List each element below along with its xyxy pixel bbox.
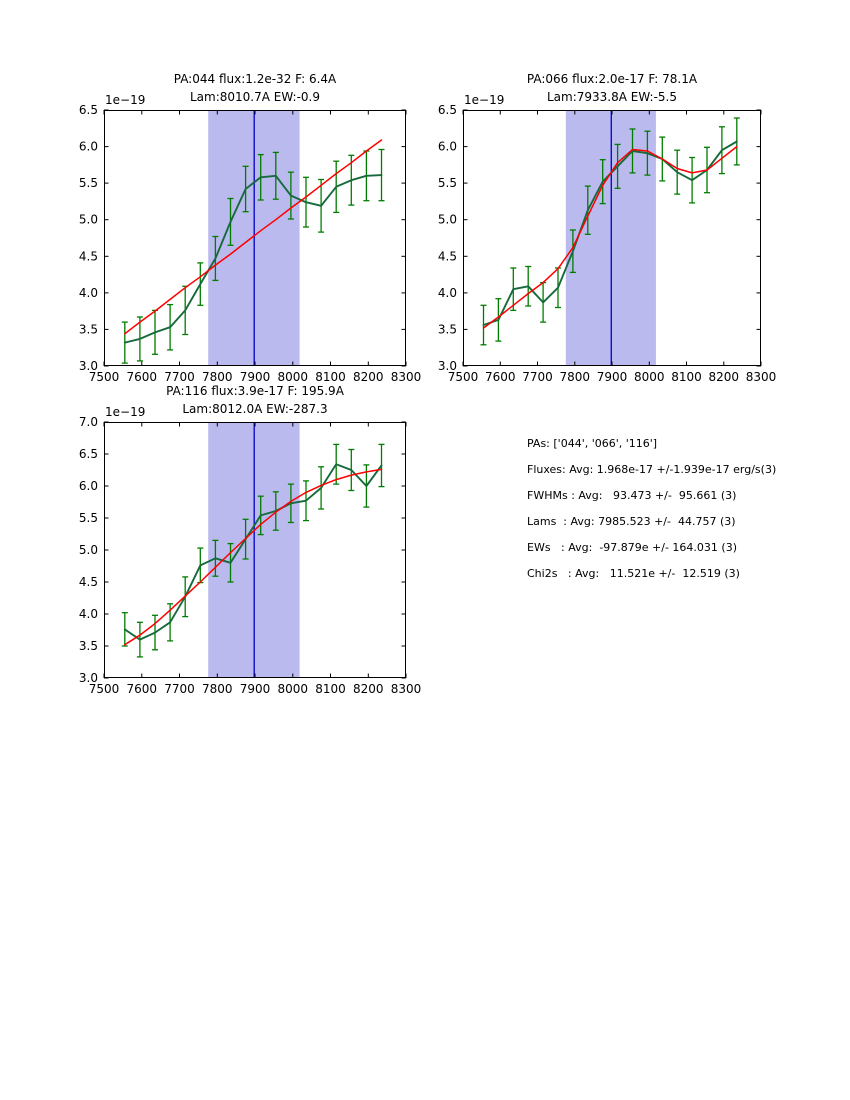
x-tick-label: 7900 xyxy=(597,370,628,384)
y-tick-label: 4.0 xyxy=(438,286,457,300)
spectrum-plot-pa044: 7500 7600 7700 7800 7900 8000 8100 8200 8300 3.0 3… xyxy=(79,93,421,384)
fit-line xyxy=(124,139,383,335)
y-tick-label: 6.0 xyxy=(438,140,457,154)
spectrum-plot-pa066: 7500 7600 7700 7800 7900 8000 8100 8200 8300 3.0 3… xyxy=(438,93,776,384)
y-tick-label: 4.0 xyxy=(79,286,98,300)
x-tick-label: 8000 xyxy=(634,370,665,384)
plot-title-line1: PA:116 flux:3.9e-17 F: 195.9A xyxy=(166,384,344,398)
y-tick-label: 3.5 xyxy=(79,639,98,653)
x-tick-label: 8300 xyxy=(391,682,422,696)
y-tick-label: 3.5 xyxy=(79,322,98,336)
x-tick-label: 8100 xyxy=(315,370,346,384)
x-tick-label: 7700 xyxy=(522,370,553,384)
spectrum-plot-pa116: 7500 7600 7700 7800 7900 8000 8100 8200 8300 3.0 3… xyxy=(79,405,421,696)
y-tick-label: 4.5 xyxy=(438,249,457,263)
x-tick-label: 7600 xyxy=(127,370,158,384)
y-tick-label: 3.0 xyxy=(79,671,98,685)
x-tick-label: 7800 xyxy=(202,682,233,696)
plot-title-line2: Lam:8012.0A EW:-287.3 xyxy=(182,402,328,416)
x-tick-label: 7700 xyxy=(164,370,195,384)
y-tick-label: 5.0 xyxy=(438,213,457,227)
x-tick-label: 7500 xyxy=(89,370,120,384)
y-tick-label: 7.0 xyxy=(79,415,98,429)
spectrum-line xyxy=(123,174,383,344)
plot-title-pa066: PA:066 flux:2.0e-17 F: 78.1A Lam:7933.8A… xyxy=(463,70,761,106)
y-tick-label: 5.0 xyxy=(79,213,98,227)
x-tick-label: 8200 xyxy=(353,682,384,696)
y-axis-offset-label: 1e−19 xyxy=(105,93,145,107)
x-tick-label: 8100 xyxy=(671,370,702,384)
stats-line-pas: PAs: ['044', '066', '116'] xyxy=(527,437,658,450)
y-tick-label: 3.0 xyxy=(79,359,98,373)
y-tick-label: 5.5 xyxy=(79,176,98,190)
x-tick-label: 8200 xyxy=(709,370,740,384)
plot-title-pa044: PA:044 flux:1.2e-32 F: 6.4A Lam:8010.7A … xyxy=(104,70,406,106)
stats-line-lams: Lams : Avg: 7985.523 +/- 44.757 (3) xyxy=(527,515,736,528)
y-tick-label: 6.5 xyxy=(438,103,457,117)
y-tick-label: 6.5 xyxy=(79,103,98,117)
y-tick-label: 5.5 xyxy=(79,511,98,525)
spectrum-line xyxy=(123,463,383,641)
x-tick-label: 8300 xyxy=(746,370,777,384)
plot-title-line1: PA:066 flux:2.0e-17 F: 78.1A xyxy=(526,72,698,86)
x-tick-label: 7700 xyxy=(164,682,195,696)
plot-title-pa116: PA:116 flux:3.9e-17 F: 195.9A Lam:8012.0… xyxy=(104,382,406,418)
y-axis-offset-label: 1e−19 xyxy=(464,93,504,107)
y-tick-label: 5.5 xyxy=(438,176,457,190)
stats-line-ews: EWs : Avg: -97.879e +/- 164.031 (3) xyxy=(527,541,737,554)
x-tick-label: 8300 xyxy=(391,370,422,384)
x-tick-label: 7500 xyxy=(89,682,120,696)
x-tick-label: 8000 xyxy=(278,682,309,696)
x-tick-label: 7600 xyxy=(127,682,158,696)
y-tick-label: 6.5 xyxy=(79,447,98,461)
y-tick-label: 3.5 xyxy=(438,322,457,336)
stats-line-fwhms: FWHMs : Avg: 93.473 +/- 95.661 (3) xyxy=(527,489,737,502)
fit-line xyxy=(482,145,738,329)
stats-line-chi2s: Chi2s : Avg: 11.521e +/- 12.519 (3) xyxy=(527,567,740,580)
x-tick-label: 8000 xyxy=(278,370,309,384)
x-tick-label: 8200 xyxy=(353,370,384,384)
plot-title-line2: Lam:7933.8A EW:-5.5 xyxy=(547,90,677,104)
x-tick-label: 7800 xyxy=(202,370,233,384)
x-tick-label: 7500 xyxy=(448,370,479,384)
x-tick-label: 7900 xyxy=(240,370,271,384)
x-tick-label: 8100 xyxy=(315,682,346,696)
x-tick-label: 7900 xyxy=(240,682,271,696)
plot-title-line2: Lam:8010.7A EW:-0.9 xyxy=(190,90,320,104)
y-tick-label: 3.0 xyxy=(438,359,457,373)
x-tick-label: 7800 xyxy=(560,370,591,384)
y-tick-label: 4.5 xyxy=(79,249,98,263)
stats-line-fluxes: Fluxes: Avg: 1.968e-17 +/-1.939e-17 erg/… xyxy=(527,463,777,476)
y-tick-label: 4.0 xyxy=(79,607,98,621)
y-tick-label: 5.0 xyxy=(79,543,98,557)
fit-line xyxy=(124,468,383,646)
y-tick-label: 4.5 xyxy=(79,575,98,589)
y-tick-label: 6.0 xyxy=(79,479,98,493)
y-tick-label: 6.0 xyxy=(79,140,98,154)
y-axis-offset-label: 1e−19 xyxy=(105,405,145,419)
stats-panel: PAs: ['044', '066', '116'] Fluxes: Avg: … xyxy=(527,431,776,587)
plot-title-line1: PA:044 flux:1.2e-32 F: 6.4A xyxy=(173,72,337,86)
x-tick-label: 7600 xyxy=(485,370,516,384)
